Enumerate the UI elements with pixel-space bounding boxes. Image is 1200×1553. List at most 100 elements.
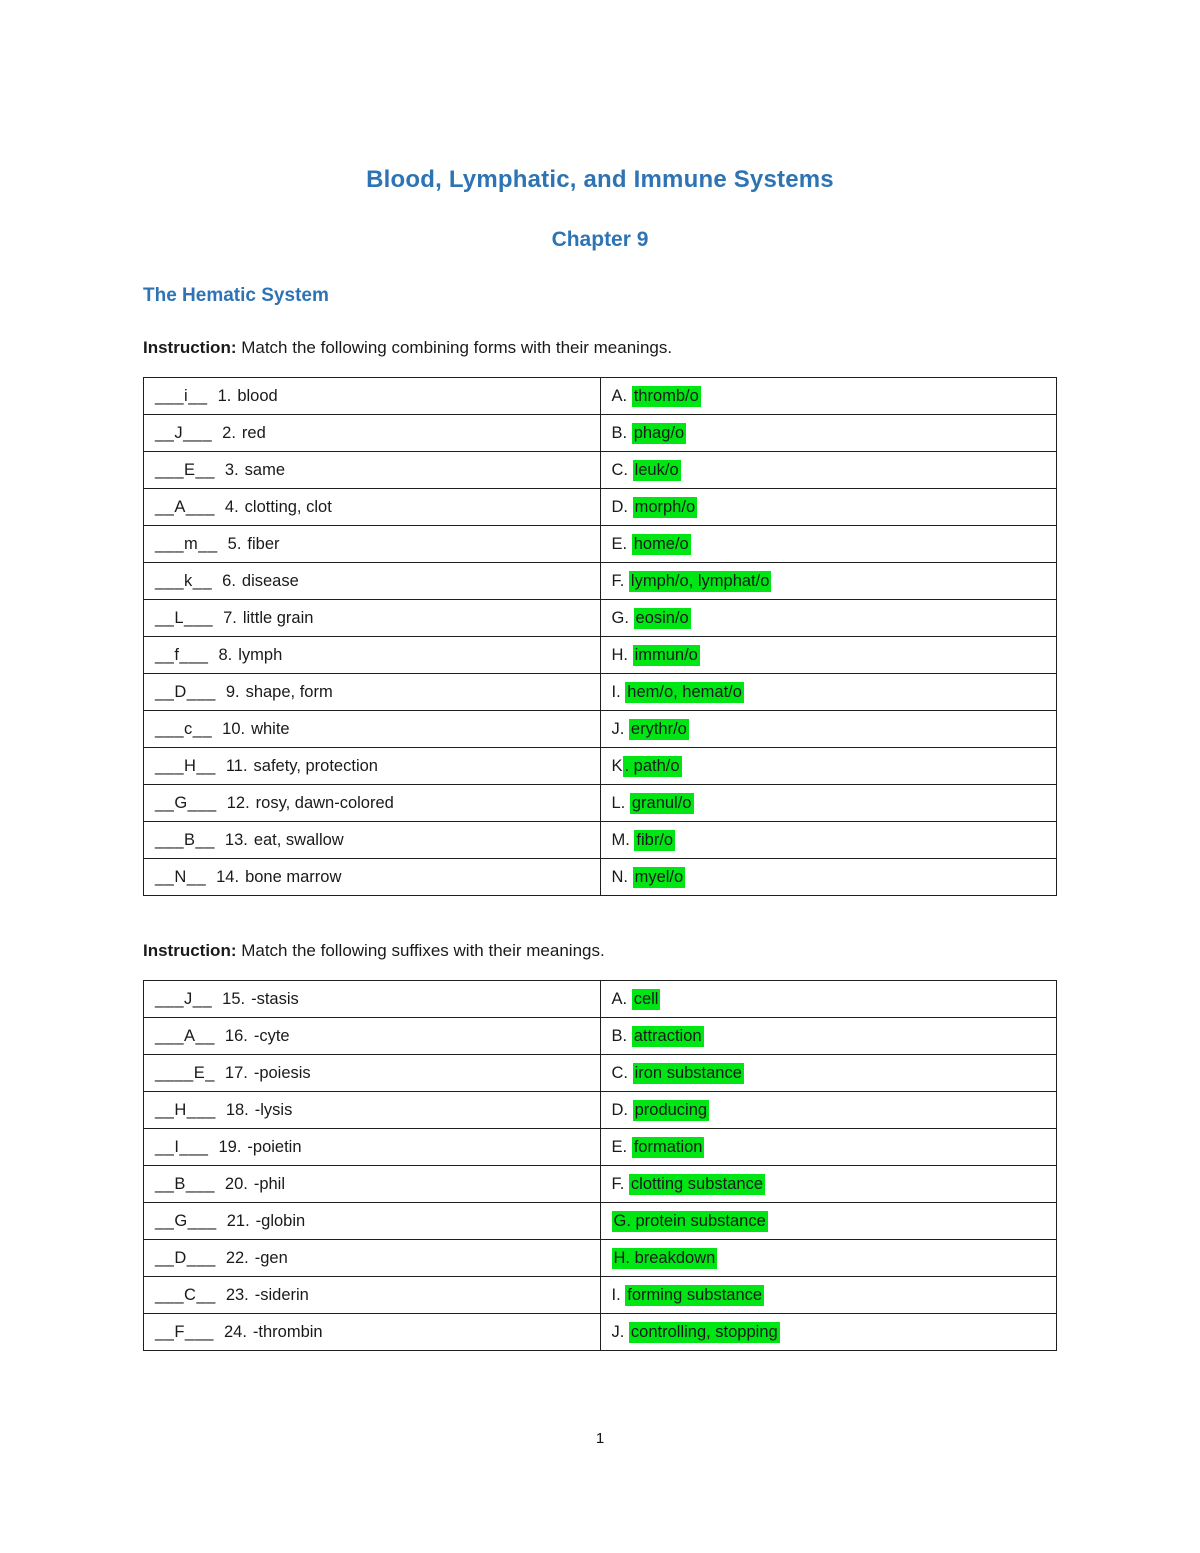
- table-row: __L___ 7. little grain G. eosin/o: [143, 599, 1057, 637]
- answer-blank: __D___: [155, 1248, 216, 1267]
- answer-term-highlighted: leuk/o: [632, 459, 681, 481]
- answer-blank: ___C__: [155, 1285, 216, 1304]
- answer-term-highlighted: producing: [632, 1099, 710, 1121]
- question-text: -cyte: [253, 1026, 290, 1045]
- question-cell: ___m__ 5. fiber: [143, 525, 601, 563]
- table-row: __H___ 18. -lysis D. producing: [143, 1091, 1057, 1129]
- table-row: __G___ 12. rosy, dawn-colored L. granul/o: [143, 784, 1057, 822]
- chapter-subtitle: Chapter 9: [551, 228, 649, 251]
- question-text: lymph: [238, 645, 283, 664]
- question-number: 21.: [226, 1211, 250, 1230]
- answer-cell: J. erythr/o: [599, 710, 1057, 748]
- question-number: 3.: [224, 460, 239, 479]
- table-row: __D___ 22. -gen H. breakdown: [143, 1239, 1057, 1277]
- answer-cell: D. morph/o: [599, 488, 1057, 526]
- answer-blank: ___m__: [155, 534, 218, 553]
- suffixes-table: ___J__ 15. -stasis A. cell ___A__ 16. -cyte B. …: [143, 980, 1057, 1351]
- instruction-text: Match the following combining forms with…: [236, 338, 673, 357]
- answer-term-highlighted: formation: [631, 1136, 705, 1158]
- answer-blank: ___E__: [155, 460, 215, 479]
- table-row: __A___ 4. clotting, clot D. morph/o: [143, 488, 1057, 526]
- answer-term-highlighted: H. breakdown: [611, 1247, 718, 1269]
- answer-letter: F.: [611, 571, 629, 590]
- answer-blank: ____E_: [155, 1063, 215, 1082]
- table-row: __B___ 20. -phil F. clotting substance: [143, 1165, 1057, 1203]
- answer-cell: E. formation: [599, 1128, 1057, 1166]
- question-number: 1.: [217, 386, 232, 405]
- answer-blank: ___A__: [155, 1026, 215, 1045]
- answer-cell: H. breakdown: [599, 1239, 1057, 1277]
- answer-cell: I. forming substance: [599, 1276, 1057, 1314]
- question-text: bone marrow: [245, 867, 342, 886]
- answer-letter: C.: [611, 460, 633, 479]
- answer-blank: __G___: [155, 793, 217, 812]
- answer-blank: __G___: [155, 1211, 217, 1230]
- answer-term-highlighted: clotting substance: [628, 1173, 766, 1195]
- question-cell: __N__ 14. bone marrow: [143, 858, 601, 896]
- answer-letter: M.: [611, 830, 635, 849]
- answer-cell: F. lymph/o, lymphat/o: [599, 562, 1057, 600]
- answer-blank: __L___: [155, 608, 214, 627]
- answer-term-highlighted: iron substance: [632, 1062, 744, 1084]
- answer-blank: __D___: [155, 682, 216, 701]
- question-number: 24.: [223, 1322, 247, 1341]
- table-row: __D___ 9. shape, form I. hem/o, hemat/o: [143, 673, 1057, 711]
- question-cell: ___i__ 1. blood: [143, 377, 601, 415]
- section-heading: The Hematic System: [143, 285, 329, 306]
- answer-blank: __A___: [155, 497, 215, 516]
- table-row: ___c__ 10. white J. erythr/o: [143, 710, 1057, 748]
- question-text: red: [241, 423, 266, 442]
- answer-term-highlighted: . path/o: [622, 755, 682, 777]
- table-row: ___H__ 11. safety, protection K. path/o: [143, 747, 1057, 785]
- answer-term-highlighted: myel/o: [632, 866, 686, 888]
- table-row: ___i__ 1. blood A. thromb/o: [143, 377, 1057, 415]
- question-cell: ____E_ 17. -poiesis: [143, 1054, 601, 1092]
- answer-cell: D. producing: [599, 1091, 1057, 1129]
- question-number: 14.: [216, 867, 240, 886]
- question-text: clotting, clot: [244, 497, 332, 516]
- answer-letter: C.: [611, 1063, 633, 1082]
- question-cell: __H___ 18. -lysis: [143, 1091, 601, 1129]
- answer-letter: D.: [611, 1100, 633, 1119]
- answer-letter: A.: [611, 989, 632, 1008]
- table-row: __J___ 2. red B. phag/o: [143, 414, 1057, 452]
- table-row: ____E_ 17. -poiesis C. iron substance: [143, 1054, 1057, 1092]
- table-row: __G___ 21. -globin G. protein substance: [143, 1202, 1057, 1240]
- answer-letter: I.: [611, 1285, 626, 1304]
- instruction-label: Instruction:: [143, 941, 237, 960]
- answer-letter: D.: [611, 497, 633, 516]
- question-text: white: [251, 719, 290, 738]
- question-text: -poiesis: [253, 1063, 311, 1082]
- answer-letter: J.: [611, 719, 629, 738]
- page-number: 1: [595, 1430, 605, 1447]
- answer-letter: E.: [611, 534, 632, 553]
- question-number: 6.: [222, 571, 236, 590]
- answer-term-highlighted: eosin/o: [633, 607, 691, 629]
- question-text: -lysis: [254, 1100, 293, 1119]
- question-number: 17.: [224, 1063, 248, 1082]
- table-row: ___A__ 16. -cyte B. attraction: [143, 1017, 1057, 1055]
- question-cell: __J___ 2. red: [143, 414, 601, 452]
- table-row: ___C__ 23. -siderin I. forming substance: [143, 1276, 1057, 1314]
- answer-cell: H. immun/o: [599, 636, 1057, 674]
- answer-cell: E. home/o: [599, 525, 1057, 563]
- answer-blank: ___k__: [155, 571, 213, 590]
- answer-cell: G. eosin/o: [599, 599, 1057, 637]
- question-cell: ___E__ 3. same: [143, 451, 601, 489]
- question-cell: ___J__ 15. -stasis: [143, 980, 601, 1018]
- question-text: eat, swallow: [253, 830, 344, 849]
- question-text: -gen: [254, 1248, 288, 1267]
- answer-letter: L.: [611, 793, 630, 812]
- answer-cell: L. granul/o: [599, 784, 1057, 822]
- answer-term-highlighted: lymph/o, lymphat/o: [628, 570, 772, 592]
- table-row: __I___ 19. -poietin E. formation: [143, 1128, 1057, 1166]
- answer-cell: J. controlling, stopping: [599, 1313, 1057, 1351]
- question-cell: __D___ 9. shape, form: [143, 673, 601, 711]
- instruction-combining-forms: Instruction: Match the following combini…: [143, 338, 1057, 358]
- instruction-suffixes: Instruction: Match the following suffixe…: [143, 941, 1057, 961]
- answer-blank: __f___: [155, 645, 209, 664]
- answer-blank: __H___: [155, 1100, 216, 1119]
- answer-letter: B.: [611, 1026, 632, 1045]
- answer-term-highlighted: immun/o: [632, 644, 700, 666]
- instruction-label: Instruction:: [143, 338, 237, 357]
